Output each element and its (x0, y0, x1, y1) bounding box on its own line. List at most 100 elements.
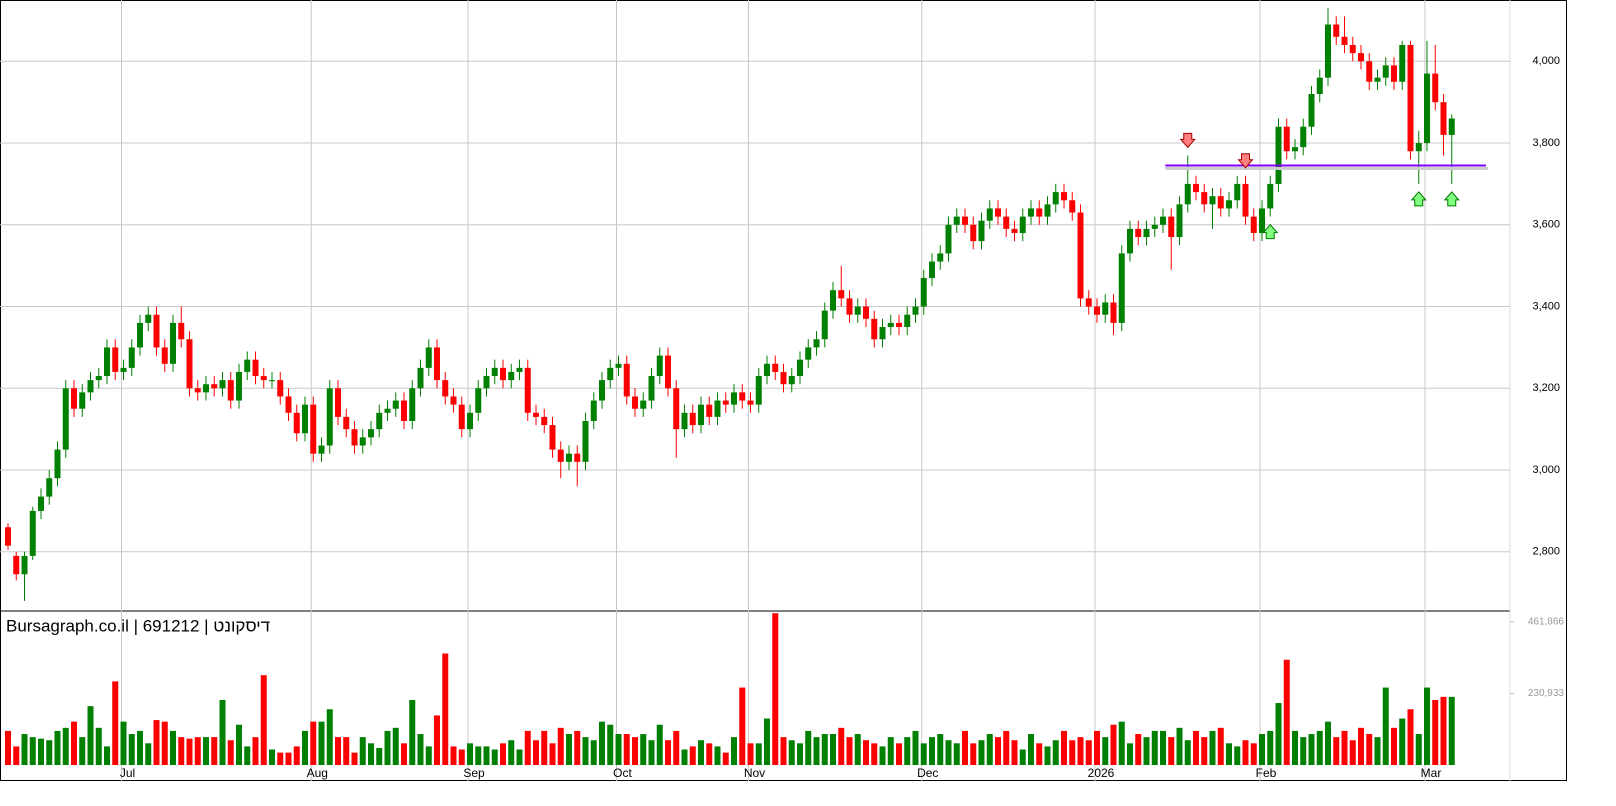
volume-bar (79, 737, 86, 765)
candle-body (1143, 228, 1150, 238)
candle-body (978, 220, 985, 242)
candle-body (1424, 73, 1430, 144)
candle-body (1300, 126, 1307, 148)
buy-arrow (1443, 191, 1460, 207)
candle-body (351, 429, 358, 446)
volume-bar (755, 743, 762, 765)
volume-bar (260, 675, 267, 765)
volume-bar (1193, 730, 1199, 765)
x-tick-label: Sep (463, 766, 485, 780)
candle-body (13, 555, 20, 575)
candle-body (863, 306, 869, 319)
volume-bar (71, 721, 77, 765)
volume-bar (1168, 737, 1175, 765)
volume-bar (1341, 730, 1348, 765)
candle-body (475, 388, 482, 413)
candle-body (244, 359, 251, 372)
volume-bar (120, 721, 127, 765)
volume-bar (450, 746, 457, 765)
candle-body (731, 392, 737, 405)
candle-body (1011, 228, 1018, 233)
sell-arrow (1179, 132, 1196, 149)
candle-body (376, 412, 383, 430)
volume-bar (326, 709, 333, 765)
candle-body (805, 347, 812, 360)
y-tick-label: 3,200 (1532, 382, 1560, 394)
volume-bar (5, 730, 11, 765)
candle-body (186, 339, 193, 389)
volume-bar (483, 746, 490, 765)
volume-bar (640, 734, 647, 765)
candle-body (1391, 65, 1397, 82)
candle-body (120, 367, 127, 372)
volume-bar (227, 740, 234, 765)
volume-bar (376, 747, 383, 765)
volume-bar (821, 734, 828, 765)
volume-bar (995, 737, 1001, 765)
candle-body (293, 412, 300, 434)
volume-bar (409, 699, 416, 765)
volume-bar (1036, 743, 1043, 765)
volume-bar (871, 743, 878, 765)
candle-body (714, 400, 721, 417)
volume-bar (566, 734, 572, 765)
volume-bar (458, 749, 465, 765)
candle-body (38, 496, 44, 511)
x-tick-label: Dec (917, 766, 938, 780)
volume-bar (929, 737, 935, 765)
volume-bar (38, 738, 44, 765)
candle-body (607, 367, 614, 381)
candle-body (516, 367, 523, 372)
candle-body (417, 367, 424, 389)
candle-body (623, 363, 630, 397)
candle-body (524, 367, 531, 413)
volume-bar (351, 752, 358, 765)
volume-bar (524, 730, 531, 765)
candle-body (219, 380, 226, 389)
sell-arrow (1237, 153, 1254, 169)
candle-body (178, 322, 185, 340)
candle-body (79, 392, 86, 409)
volume-bar (1374, 737, 1381, 765)
volume-bar (54, 730, 61, 765)
volume-bar (937, 734, 944, 765)
candle-body (1102, 302, 1109, 315)
volume-bar (731, 737, 737, 765)
volume-bar (1242, 740, 1249, 765)
candle-body (1349, 44, 1356, 54)
x-tick-label: 2026 (1088, 766, 1115, 780)
candle-body (1333, 24, 1340, 37)
volume-bar (689, 746, 696, 765)
buy-arrow (1410, 191, 1427, 207)
volume-bar (145, 743, 152, 765)
candle-body (277, 380, 284, 397)
volume-bar (813, 737, 820, 765)
volume-bar (887, 737, 894, 765)
x-tick-label: Nov (744, 766, 765, 780)
candle-body (772, 363, 779, 372)
candle-body (1019, 216, 1026, 233)
volume-bar (178, 737, 185, 765)
candle-body (953, 216, 960, 225)
volume-bar (896, 743, 902, 765)
candle-body (425, 347, 432, 368)
volume-bar (673, 730, 680, 765)
volume-bar (1102, 737, 1109, 765)
candle-body (1044, 204, 1051, 217)
volume-bar (656, 724, 663, 765)
candle-body (1176, 204, 1183, 238)
candle-body (557, 449, 564, 462)
volume-bar (417, 734, 424, 765)
volume-bar (203, 737, 209, 765)
candle-body (46, 478, 53, 497)
volume-bar (772, 613, 779, 765)
volume-bar (1448, 696, 1455, 765)
volume-bar (1044, 746, 1051, 765)
volume-bar (863, 740, 869, 765)
candle-body (384, 408, 391, 413)
candle-body (879, 326, 886, 340)
volume-bar (302, 730, 308, 765)
candle-body (755, 376, 762, 405)
candle-body (830, 290, 836, 311)
candle-body (689, 412, 696, 426)
